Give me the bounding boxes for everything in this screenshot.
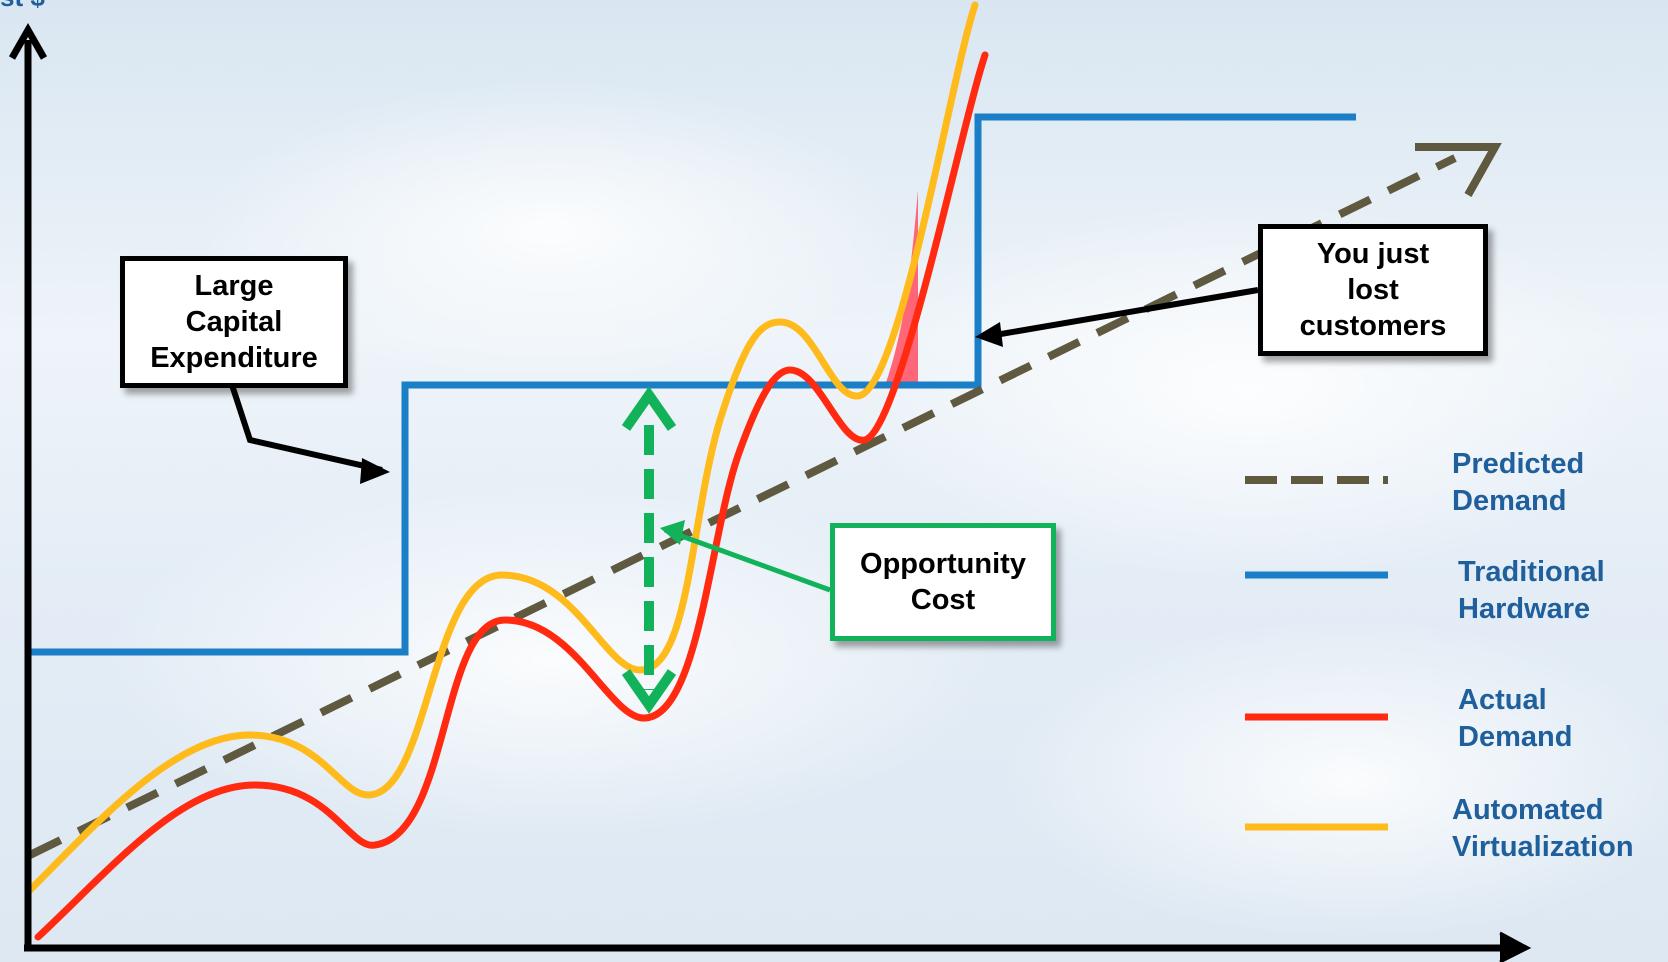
legend-label-actual: Actual Demand [1458,684,1573,753]
capex-callout: Large Capital Expenditure [120,256,348,388]
predicted-demand-arrowhead [1415,143,1502,197]
capex-leader-arrowhead [360,458,390,484]
opportunity-leader-line [664,527,831,593]
opportunity-cost-arrowhead-bottom [621,669,677,714]
background-cloud [850,200,1650,580]
opportunity-leader-arrowhead [660,520,685,545]
opportunity-cost-arrowhead-top [621,386,677,431]
lost-customers-callout-text: You just lost customers [1299,238,1447,342]
traditional-hardware-line [28,113,1356,656]
opportunity-cost-callout: Opportunity Cost [830,523,1056,641]
legend-label-automated: Automated Virtualization [1452,794,1634,863]
actual-demand-line [34,51,989,941]
lost-leader-line [994,287,1259,338]
capex-callout-text: Large Capital Expenditure [150,270,318,374]
background-cloud [1000,620,1668,940]
capex-leader-line [229,384,383,473]
y-axis-label: st $ [0,0,45,13]
y-axis-arrowhead [8,22,48,60]
legend-label-predicted: Predicted Demand [1452,448,1585,517]
legend-label-traditional: Traditional Hardware [1458,556,1605,625]
lost-leader-arrowhead [975,322,1003,347]
x-axis-arrowhead [1499,931,1532,962]
predicted-demand-line [28,154,1457,859]
lost-customers-callout: You just lost customers [1258,224,1488,356]
automated-virtualization-line [26,1,979,894]
opportunity-cost-callout-text: Opportunity Cost [860,548,1026,616]
